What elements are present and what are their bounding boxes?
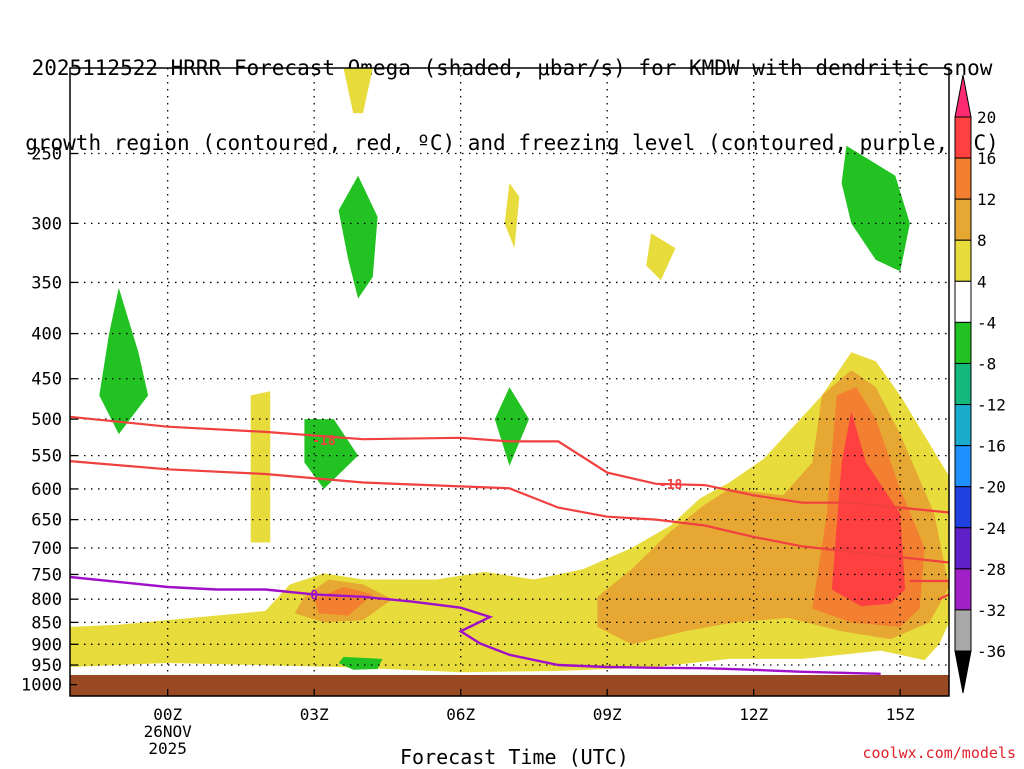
omega-region-15	[841, 145, 910, 272]
x-tick-label-03Z: 03Z	[300, 705, 329, 724]
y-tick-label-700: 700	[31, 539, 62, 559]
y-tick-label-800: 800	[31, 590, 62, 610]
colorbar-band-8	[954, 445, 972, 488]
freezing-level-label: 0	[310, 588, 318, 603]
x-tick-label-09Z: 09Z	[593, 705, 622, 724]
colorbar-label-3: 8	[977, 231, 987, 250]
isotherm-label-0: -18	[312, 434, 336, 449]
colorbar-extend-top	[954, 74, 972, 118]
omega-region-13	[494, 387, 529, 466]
colorbar-band-12	[954, 609, 972, 652]
colorbar-label-12: -32	[977, 601, 1006, 620]
colorbar-band-7	[954, 404, 972, 447]
isotherm-upper-0	[69, 415, 950, 514]
colorbar-label-13: -36	[977, 642, 1006, 661]
colorbar-band-6	[954, 362, 972, 406]
axes: 2503003504004505005506006507007508008509…	[21, 144, 915, 758]
colorbar-label-5: -4	[977, 313, 996, 332]
y-tick-label-450: 450	[31, 370, 62, 390]
x-tick-label-06Z: 06Z	[446, 705, 475, 724]
colorbar-label-0: 20	[977, 108, 996, 127]
colorbar-band-11	[954, 568, 972, 611]
x-tick-label-00Z: 00Z	[153, 705, 182, 724]
surface-ground	[70, 674, 949, 696]
omega-region-1	[250, 391, 271, 543]
colorbar-label-11: -28	[977, 560, 1006, 579]
colorbar-label-9: -20	[977, 478, 1006, 497]
omega-region-10	[99, 287, 149, 435]
x-tick-label-12Z: 12Z	[739, 705, 768, 724]
chart-title-line2: growth region (contoured, red, ºC) and f…	[25, 131, 999, 155]
y-tick-label-900: 900	[31, 635, 62, 655]
isotherm-label-1: -18	[659, 478, 683, 493]
omega-region-14	[338, 656, 383, 670]
y-tick-label-350: 350	[31, 273, 62, 293]
y-tick-label-850: 850	[31, 613, 62, 633]
colorbar-band-1	[954, 157, 972, 200]
colorbar-band-4	[954, 280, 972, 323]
y-tick-label-950: 950	[31, 656, 62, 676]
freezing-level-line	[69, 575, 881, 675]
site-credit: coolwx.com/models	[862, 744, 1016, 762]
colorbar-band-0	[954, 116, 972, 159]
colorbar-label-7: -12	[977, 396, 1006, 415]
omega-shading	[70, 68, 949, 673]
colorbar-extend-bottom	[954, 650, 972, 694]
colorbar-band-10	[954, 527, 972, 570]
colorbar: 20 16 12 8 4 -4 -8 -12 -16 -20 -24 -28 -32 -36	[954, 74, 1006, 694]
y-tick-label-1000: 1000	[21, 676, 62, 696]
colorbar-label-6: -8	[977, 354, 996, 373]
x-axis-label: Forecast Time (UTC)	[400, 745, 629, 769]
colorbar-band-9	[954, 486, 972, 529]
omega-region-9	[831, 411, 906, 607]
colorbar-band-2	[954, 198, 972, 241]
colorbar-band-5	[954, 321, 972, 364]
contour-lines: -18 -18 0	[69, 415, 950, 675]
isotherm-lower-0	[69, 460, 950, 564]
colorbar-label-2: 12	[977, 190, 996, 209]
omega-region-4	[646, 233, 676, 281]
colorbar-label-4: 4	[977, 272, 987, 291]
y-tick-label-250: 250	[31, 144, 62, 164]
y-tick-label-300: 300	[31, 214, 62, 234]
omega-region-2	[343, 68, 373, 114]
x-tick-label-15Z: 15Z	[886, 705, 915, 724]
y-tick-label-600: 600	[31, 480, 62, 500]
plot-frame	[69, 67, 950, 697]
omega-region-3	[504, 183, 520, 249]
x-tick-date-label: 26NOV	[144, 722, 193, 741]
colorbar-label-10: -24	[977, 519, 1006, 538]
colorbar-band-3	[954, 239, 972, 282]
isotherm-lower-1	[938, 593, 950, 601]
colorbar-label-8: -16	[977, 437, 1006, 456]
y-tick-label-550: 550	[31, 447, 62, 467]
colorbar-label-1: 16	[977, 149, 996, 168]
x-tick-year-label: 2025	[148, 739, 187, 758]
y-tick-label-500: 500	[31, 410, 62, 430]
y-tick-label-750: 750	[31, 565, 62, 585]
omega-region-11	[338, 175, 378, 299]
y-tick-label-400: 400	[31, 325, 62, 345]
y-tick-label-650: 650	[31, 511, 62, 531]
